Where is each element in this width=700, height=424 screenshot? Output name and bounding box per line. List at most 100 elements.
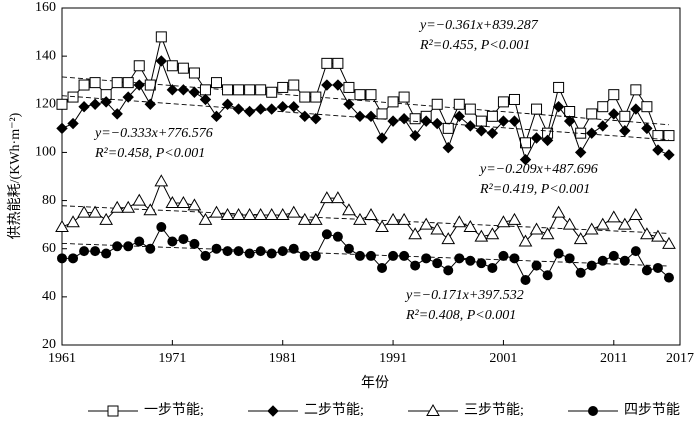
data-point	[619, 255, 630, 266]
data-point	[586, 127, 598, 139]
data-point	[464, 103, 476, 115]
data-point	[398, 91, 410, 103]
data-point	[485, 227, 500, 240]
data-point	[220, 208, 235, 221]
data-point	[79, 246, 90, 257]
data-point	[431, 98, 443, 110]
data-point	[365, 110, 377, 123]
data-point	[619, 110, 631, 122]
data-point	[331, 191, 345, 204]
data-point	[652, 262, 663, 273]
legend-label: 四步节能	[624, 402, 680, 418]
data-point	[167, 236, 178, 247]
data-point	[628, 208, 643, 221]
data-point	[156, 222, 167, 233]
data-point	[68, 253, 79, 264]
data-point	[134, 236, 145, 247]
data-point	[586, 108, 598, 120]
data-point	[332, 79, 344, 91]
data-point	[354, 89, 366, 101]
data-point	[530, 132, 543, 144]
data-point	[308, 212, 323, 225]
data-point	[663, 149, 675, 161]
data-point	[88, 205, 102, 218]
data-point	[388, 250, 399, 261]
data-point	[608, 250, 619, 261]
data-point	[366, 250, 376, 261]
data-point	[553, 248, 564, 259]
data-point	[430, 222, 445, 235]
data-point	[619, 125, 631, 137]
data-point	[133, 60, 145, 72]
data-point	[441, 232, 456, 245]
data-point	[563, 115, 576, 127]
data-point	[297, 212, 312, 225]
data-point	[144, 98, 156, 110]
x-tick-label: 2001	[489, 351, 517, 366]
data-point	[222, 246, 233, 257]
data-point	[419, 217, 434, 230]
data-point	[630, 103, 642, 115]
legend-label: 三步节能;	[464, 402, 524, 418]
data-point	[409, 129, 421, 142]
data-point	[398, 113, 410, 125]
data-point	[353, 212, 367, 225]
data-point	[562, 217, 577, 230]
data-point	[641, 122, 653, 135]
trend-equation: y=−0.333x+776.576	[93, 126, 213, 141]
legend-marker	[588, 406, 598, 416]
data-point	[640, 227, 654, 240]
data-point	[497, 96, 509, 108]
data-point	[431, 117, 443, 130]
data-point	[110, 200, 125, 213]
data-point	[475, 115, 487, 127]
data-point	[299, 110, 311, 123]
data-point	[453, 110, 465, 123]
data-point	[77, 205, 91, 218]
data-point	[432, 258, 443, 269]
data-point	[111, 108, 123, 120]
data-point	[342, 203, 356, 216]
data-point	[496, 215, 511, 228]
x-tick-label: 1961	[48, 351, 76, 366]
data-point	[264, 208, 279, 221]
data-point	[233, 84, 245, 96]
data-point	[617, 217, 632, 230]
data-point	[442, 141, 454, 154]
data-point	[354, 250, 365, 261]
data-point	[520, 275, 531, 286]
data-point	[176, 195, 191, 208]
data-point	[365, 89, 377, 101]
data-point	[231, 208, 246, 221]
data-point	[542, 270, 553, 281]
data-point	[541, 134, 554, 147]
data-point	[187, 198, 202, 211]
data-point	[409, 113, 421, 125]
data-point	[584, 222, 599, 235]
data-point	[57, 253, 67, 264]
data-point	[233, 246, 244, 257]
data-point	[399, 250, 410, 261]
data-point	[442, 122, 454, 134]
data-point	[288, 243, 299, 254]
data-point	[211, 243, 222, 254]
y-tick-label: 20	[42, 337, 56, 352]
data-point	[531, 103, 543, 115]
data-point	[641, 101, 653, 113]
data-point	[188, 67, 200, 79]
data-point	[78, 100, 90, 113]
legend-marker	[267, 405, 279, 417]
data-point	[564, 253, 575, 264]
data-point	[376, 132, 388, 144]
data-point	[67, 91, 79, 103]
data-point	[497, 115, 510, 127]
data-point	[66, 215, 80, 228]
data-point	[597, 255, 608, 266]
data-point	[652, 130, 664, 142]
data-point	[573, 232, 588, 245]
data-point	[242, 208, 257, 221]
data-point	[277, 246, 288, 257]
data-point	[154, 174, 169, 187]
data-point	[209, 205, 224, 218]
data-point	[111, 77, 123, 89]
